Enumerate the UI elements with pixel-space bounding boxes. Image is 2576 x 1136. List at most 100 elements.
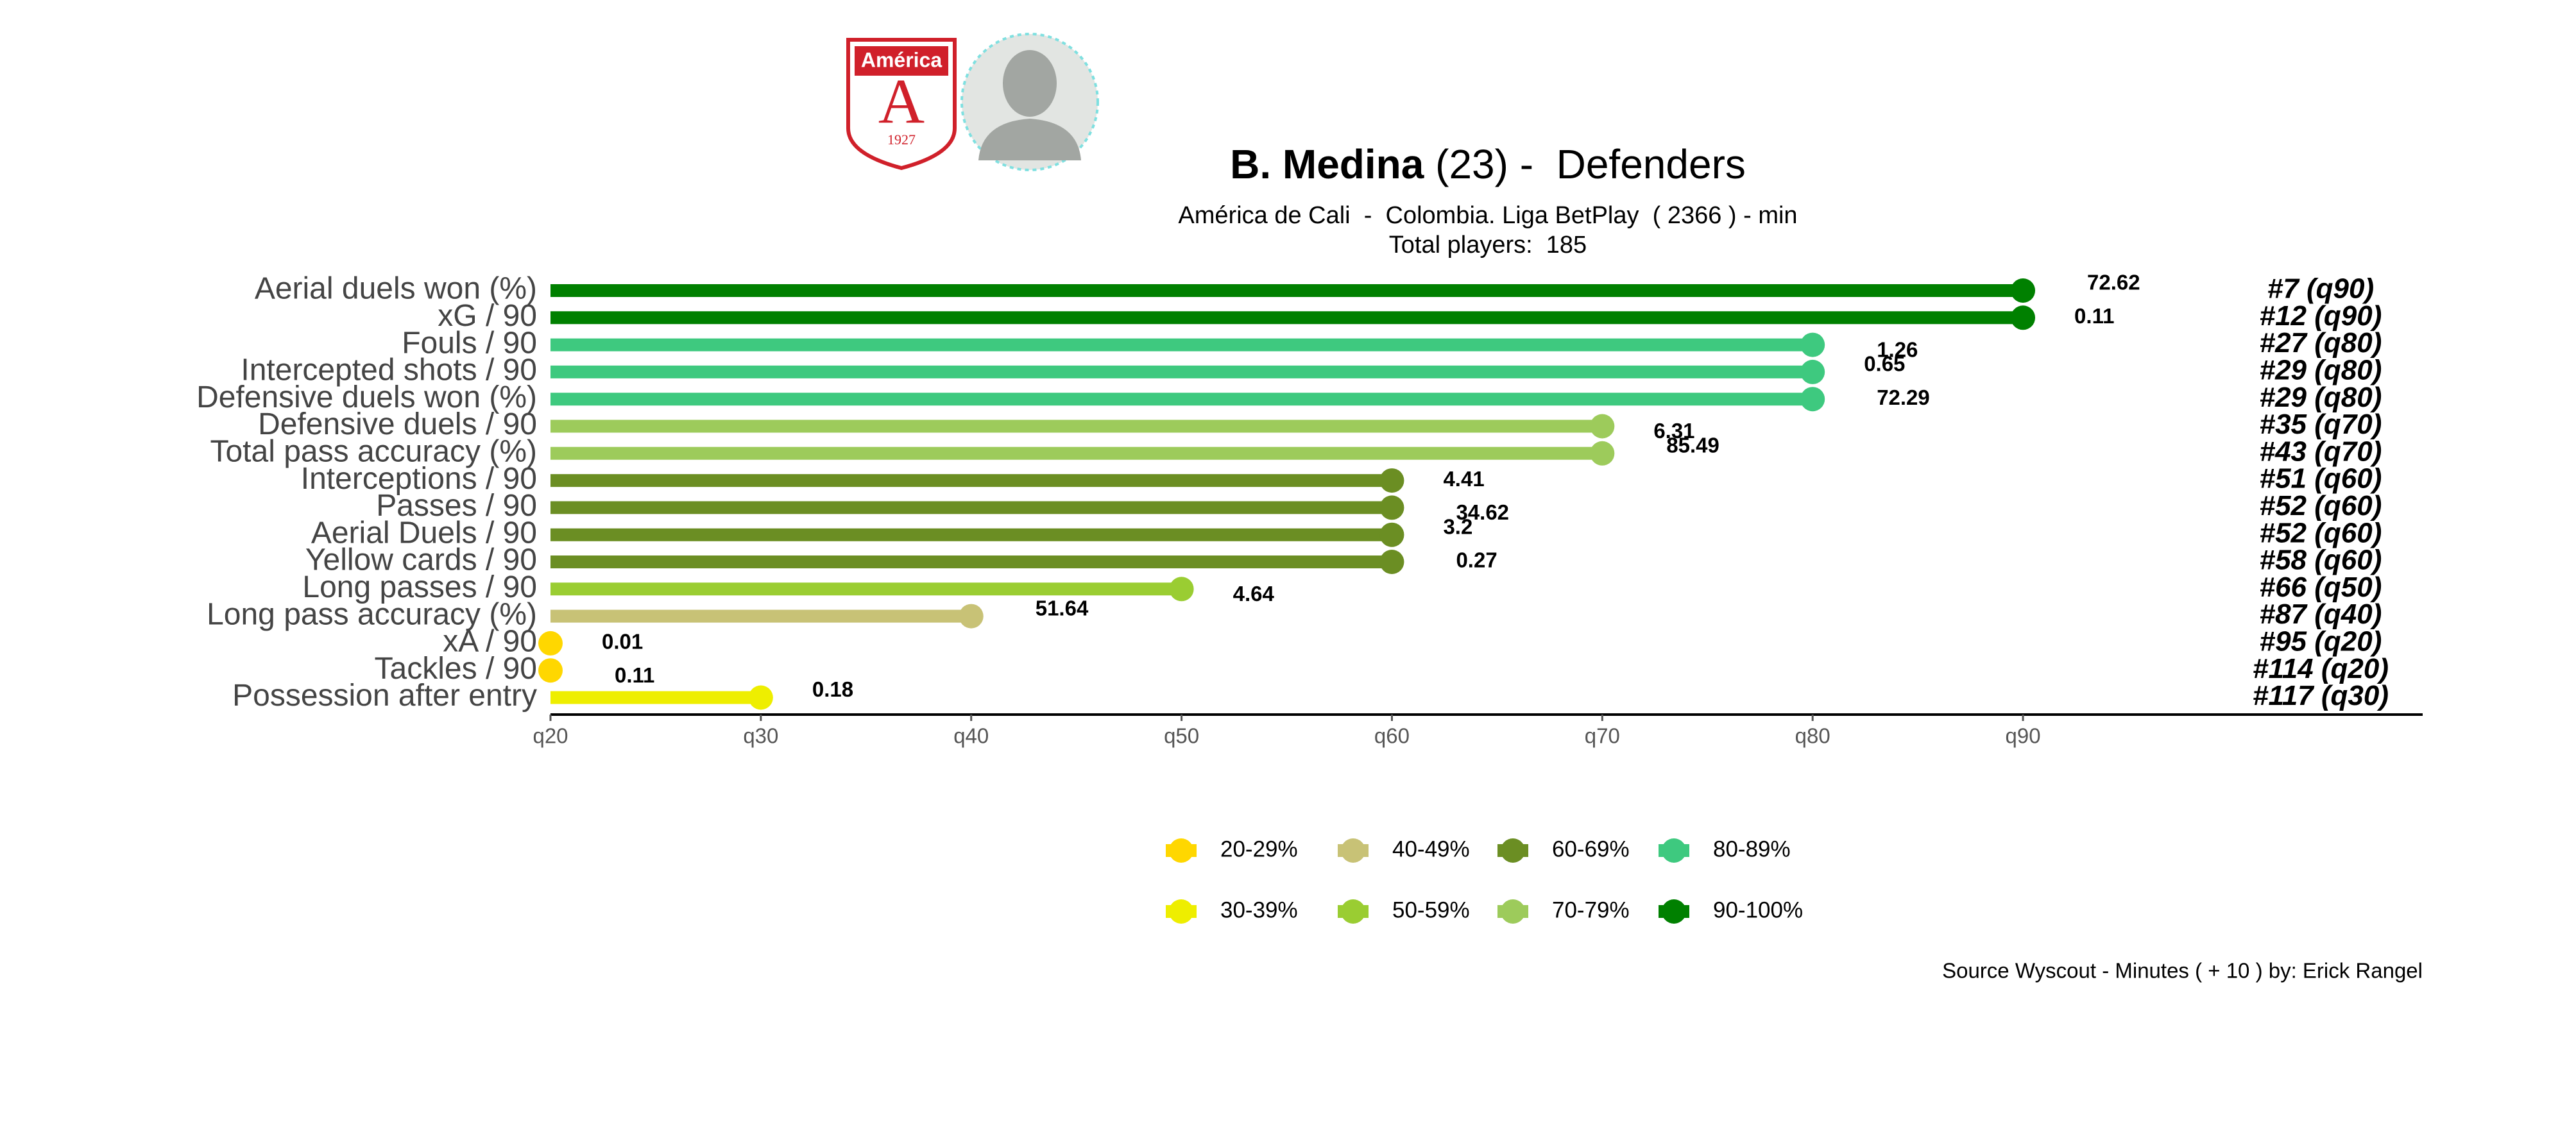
legend-label: 60-69%	[1552, 836, 1630, 861]
legend-label: 50-59%	[1392, 897, 1470, 922]
rank-label: #52 (q60)	[2260, 517, 2382, 548]
rank-label: #35 (q70)	[2260, 409, 2382, 440]
category-label: Long pass accuracy (%)	[207, 597, 537, 631]
category-label: Defensive duels won (%)	[196, 380, 537, 414]
lollipop-dot	[959, 604, 984, 629]
chart-title: B. Medina (23) - Defenders	[1230, 141, 1746, 187]
metric-value-label: 6.31	[1653, 419, 1694, 443]
lollipop-dot	[1379, 495, 1404, 520]
legend-swatch-dot	[1169, 838, 1193, 863]
metric-value-label: 0.11	[2074, 304, 2114, 328]
metric-value-label: 0.11	[615, 663, 654, 687]
lollipop-dot	[1800, 359, 1825, 384]
metric-value-label: 72.29	[1877, 386, 1930, 409]
metric-value-label: 1.26	[1877, 337, 1918, 361]
lollipop-dot	[1379, 468, 1404, 493]
rank-label: #29 (q80)	[2260, 355, 2382, 386]
rank-label: #29 (q80)	[2260, 382, 2382, 413]
rank-label: #7 (q90)	[2267, 273, 2374, 305]
category-label: Possession after entry	[232, 679, 537, 713]
x-tick-label: q40	[953, 724, 989, 748]
legend-label: 40-49%	[1392, 836, 1470, 861]
category-label: Long passes / 90	[302, 570, 537, 604]
legend-swatch-dot	[1169, 899, 1193, 924]
title-name: B. Medina	[1230, 141, 1424, 187]
lollipop-dot	[538, 658, 563, 683]
subtitle: Total players: 185	[1389, 232, 1587, 259]
lollipop-dot	[1800, 332, 1825, 357]
category-label: Aerial Duels / 90	[311, 516, 537, 550]
logo-band	[855, 46, 948, 76]
x-tick-label: q60	[1374, 724, 1410, 748]
lollipop-dot	[1800, 387, 1825, 412]
legend-swatch-dot	[1662, 899, 1686, 924]
legend-swatch-dot	[1662, 838, 1686, 863]
rank-label: #95 (q20)	[2260, 626, 2382, 657]
metric-value-label: 85.49	[1666, 434, 1719, 457]
rank-label: #43 (q70)	[2260, 436, 2382, 467]
category-label: Passes / 90	[376, 489, 537, 523]
x-tick-label: q20	[533, 724, 568, 748]
metric-value-label: 4.64	[1233, 582, 1275, 606]
rank-label: #51 (q60)	[2260, 463, 2382, 495]
x-tick-label: q30	[743, 724, 778, 748]
legend-label: 80-89%	[1713, 836, 1791, 861]
title-rest: (23) - Defenders	[1435, 141, 1746, 187]
rank-label: #27 (q80)	[2260, 327, 2382, 359]
metric-value-label: 4.41	[1443, 467, 1484, 491]
metric-value-label: 0.01	[602, 630, 643, 654]
avatar-body	[978, 119, 1081, 160]
metric-value-label: 0.27	[1456, 548, 1497, 572]
legend-label: 90-100%	[1713, 897, 1803, 922]
metric-value-label: 72.62	[2087, 271, 2140, 294]
legend-swatch-dot	[1501, 838, 1525, 863]
subtitle: América de Cali - Colombia. Liga BetPlay…	[1178, 202, 1797, 229]
metric-value-label: 0.65	[1864, 352, 1905, 376]
category-label: Aerial duels won (%)	[255, 272, 537, 306]
lollipop-dot	[1590, 441, 1615, 466]
avatar-head	[1003, 50, 1057, 117]
rank-label: #114 (q20)	[2253, 653, 2389, 684]
x-tick-label: q70	[1585, 724, 1620, 748]
metric-value-label: 0.18	[812, 677, 853, 701]
x-tick-label: q50	[1164, 724, 1199, 748]
metric-value-label: 51.64	[1036, 596, 1089, 620]
legend-label: 20-29%	[1220, 836, 1298, 861]
lollipop-dot	[1379, 550, 1404, 574]
metric-value-label: 3.2	[1443, 514, 1472, 538]
legend-swatch-dot	[1341, 838, 1365, 863]
rank-label: #117 (q30)	[2253, 680, 2389, 711]
category-label: Yellow cards / 90	[305, 543, 537, 577]
category-label: Fouls / 90	[402, 326, 537, 360]
metric-value-label: 34.62	[1456, 500, 1509, 524]
caption: Source Wyscout - Minutes ( + 10 ) by: Er…	[1942, 959, 2423, 983]
lollipop-dot	[2011, 305, 2036, 330]
rank-label: #87 (q40)	[2260, 598, 2382, 630]
category-label: xA / 90	[443, 625, 537, 659]
title-rest	[1424, 141, 1435, 187]
lollipop-dot	[1590, 414, 1615, 439]
logo-letter: A	[878, 65, 925, 137]
category-label: Tackles / 90	[375, 652, 537, 686]
logo-year: 1927	[887, 131, 916, 148]
category-label: Intercepted shots / 90	[241, 353, 537, 387]
rank-label: #52 (q60)	[2260, 490, 2382, 521]
rank-label: #12 (q90)	[2260, 300, 2382, 332]
lollipop-dot	[1169, 577, 1194, 602]
x-tick-label: q80	[1795, 724, 1830, 748]
legend-label: 30-39%	[1220, 897, 1298, 922]
club-logo: América A 1927	[846, 38, 957, 171]
lollipop-dot	[538, 631, 563, 656]
legend-swatch-dot	[1341, 899, 1365, 924]
rank-label: #66 (q50)	[2260, 572, 2382, 603]
category-label: Defensive duels / 90	[258, 407, 537, 441]
category-label: Total pass accuracy (%)	[210, 434, 537, 468]
lollipop-dot	[748, 685, 773, 710]
x-tick-label: q90	[2006, 724, 2041, 748]
legend-label: 70-79%	[1552, 897, 1630, 922]
lollipop-dot	[1379, 522, 1404, 547]
player-avatar	[960, 33, 1099, 171]
category-label: xG / 90	[438, 299, 537, 333]
category-label: Interceptions / 90	[301, 462, 537, 496]
